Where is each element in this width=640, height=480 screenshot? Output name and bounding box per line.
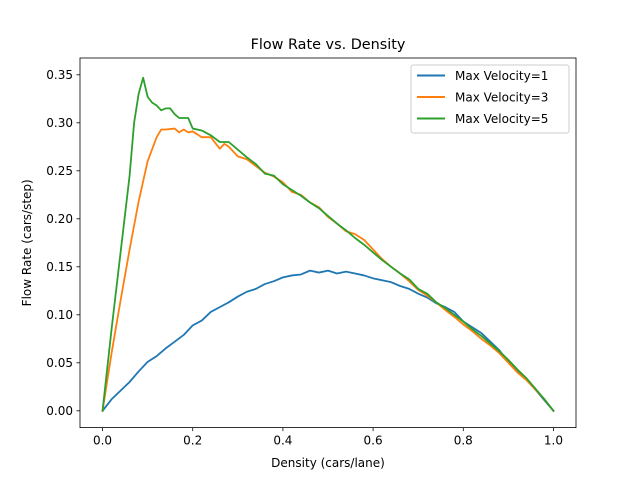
series-line xyxy=(101,269,555,413)
plot-area: 0.0 0.2 0.4 0.6 0.8 1.0 0.00 0.05 0.10 0.15 0.20 0.… xyxy=(46,68,563,448)
y-tick-label: 0.05 xyxy=(46,356,73,370)
y-tick-label: 0.00 xyxy=(46,404,73,418)
y-tick-label: 0.15 xyxy=(46,260,73,274)
x-tick-label: 1.0 xyxy=(544,434,563,448)
y-tick-label: 0.30 xyxy=(46,116,73,130)
legend-label: Max Velocity=3 xyxy=(455,91,548,105)
y-tick-label: 0.25 xyxy=(46,164,73,178)
y-tick-label: 0.35 xyxy=(46,68,73,82)
legend-label: Max Velocity=5 xyxy=(455,112,548,126)
y-tick-label: 0.10 xyxy=(46,308,73,322)
legend: Max Velocity=1 Max Velocity=3 Max Veloci… xyxy=(410,64,570,134)
x-tick-label: 0.4 xyxy=(273,434,292,448)
y-axis-label: Flow Rate (cars/step) xyxy=(20,179,34,306)
series-line xyxy=(101,76,555,413)
x-tick-label: 0.8 xyxy=(454,434,473,448)
legend-label: Max Velocity=1 xyxy=(455,69,548,83)
x-tick-label: 0.2 xyxy=(183,434,202,448)
axes-frame xyxy=(79,57,577,429)
x-axis-label: Density (cars/lane) xyxy=(271,456,385,470)
chart-title: Flow Rate vs. Density xyxy=(251,37,406,53)
y-tick-label: 0.20 xyxy=(46,212,73,226)
x-tick-label: 0.6 xyxy=(364,434,383,448)
legend-frame xyxy=(410,64,570,134)
x-tick-label: 0.0 xyxy=(93,434,112,448)
